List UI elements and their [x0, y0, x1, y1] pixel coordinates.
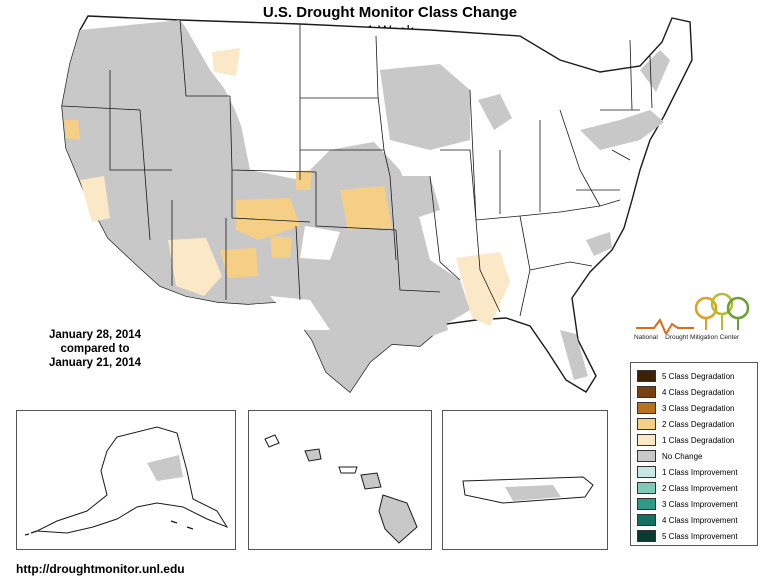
legend-swatch	[637, 482, 656, 494]
legend-item: 4 Class Degradation	[637, 385, 734, 399]
degrade-1-south	[456, 252, 510, 326]
alaska-map	[24, 426, 229, 536]
legend-item: 3 Class Degradation	[637, 401, 734, 415]
white-montana	[186, 28, 300, 96]
legend-item: No Change	[637, 449, 702, 463]
legend-label: 3 Class Improvement	[662, 499, 738, 509]
legend-label: 4 Class Degradation	[662, 387, 735, 397]
logo-text-left: National	[634, 334, 658, 341]
degrade-1-california	[80, 176, 110, 222]
gray-missouri	[390, 176, 440, 220]
legend-swatch	[637, 402, 656, 414]
hawaii-map	[264, 434, 418, 544]
legend-item: 5 Class Degradation	[637, 369, 734, 383]
legend-swatch	[637, 434, 656, 446]
white-south-dakota	[300, 96, 384, 150]
legend-label: 1 Class Improvement	[662, 467, 738, 477]
legend-label: 2 Class Degradation	[662, 419, 735, 429]
legend-swatch	[637, 386, 656, 398]
legend-item: 4 Class Improvement	[637, 513, 738, 527]
alaska-gray	[147, 455, 183, 481]
legend-label: 4 Class Improvement	[662, 515, 738, 525]
logo-text-right: Drought Mitigation Center	[665, 334, 740, 341]
legend-item: 3 Class Improvement	[637, 497, 738, 511]
date-comparison: January 28, 2014 compared to January 21,…	[30, 328, 160, 370]
gray-louisiana	[398, 290, 448, 342]
date-previous: January 21, 2014	[48, 357, 142, 369]
legend-swatch	[637, 514, 656, 526]
alaska-inset	[16, 410, 236, 550]
legend-label: No Change	[662, 451, 703, 461]
legend-swatch	[637, 418, 656, 430]
white-wyoming	[230, 96, 300, 150]
molokai	[338, 466, 358, 474]
gray-florida	[560, 330, 588, 380]
white-west-texas	[270, 296, 330, 330]
puerto-rico-gray	[505, 485, 561, 501]
legend-item: 1 Class Improvement	[637, 465, 738, 479]
legend-label: 1 Class Degradation	[662, 435, 735, 445]
puerto-rico-inset	[442, 410, 608, 550]
ndmc-logo: National Drought Mitigation Center	[634, 290, 760, 350]
logo-text: National Drought Mitigation Center	[634, 334, 760, 341]
alaska-outline	[35, 426, 229, 534]
date-current: January 28, 2014	[48, 329, 142, 341]
alaska-islands	[24, 520, 194, 536]
gray-northeast	[580, 110, 664, 150]
legend: 5 Class Degradation 4 Class Degradation 3 …	[630, 362, 758, 546]
puerto-rico-map	[462, 476, 594, 504]
degrade-1-montana	[212, 48, 240, 76]
legend-label: 5 Class Degradation	[662, 371, 735, 381]
legend-item: 1 Class Degradation	[637, 433, 734, 447]
legend-swatch	[637, 370, 656, 382]
degrade-2-new-mexico	[220, 248, 258, 278]
degrade-2-colorado	[236, 198, 300, 240]
hawaii-big-island	[378, 494, 418, 544]
legend-label: 2 Class Improvement	[662, 483, 738, 493]
oahu	[304, 448, 322, 462]
gray-upper-midwest	[380, 64, 470, 150]
legend-swatch	[637, 498, 656, 510]
legend-swatch	[637, 530, 656, 542]
white-north-dakota	[300, 36, 378, 98]
degrade-2-california-coast	[64, 120, 80, 140]
tree-logo-icon	[636, 292, 750, 334]
legend-label: 5 Class Improvement	[662, 531, 738, 541]
date-compared-to: compared to	[60, 343, 130, 355]
state-borders	[61, 19, 653, 317]
source-url[interactable]: http://droughtmonitor.unl.edu	[16, 562, 185, 576]
degrade-2-kansas	[340, 186, 392, 230]
kauai	[264, 434, 280, 448]
legend-swatch	[637, 466, 656, 478]
gray-maine	[640, 50, 670, 92]
legend-item: 2 Class Improvement	[637, 481, 738, 495]
legend-item: 5 Class Improvement	[637, 529, 738, 543]
map-title: U.S. Drought Monitor Class Change	[262, 4, 518, 21]
legend-item: 2 Class Degradation	[637, 417, 734, 431]
degrade-2-texas	[270, 236, 292, 258]
hawaii-inset	[248, 410, 432, 550]
degrade-2-nebraska	[296, 170, 312, 190]
gray-michigan	[478, 94, 512, 130]
white-texas-panhandle	[300, 226, 340, 260]
legend-swatch	[637, 450, 656, 462]
conus-map	[61, 15, 693, 394]
legend-label: 3 Class Degradation	[662, 403, 735, 413]
degrade-1-arizona	[168, 238, 222, 296]
maui	[360, 472, 382, 490]
gray-north-carolina	[586, 232, 612, 256]
